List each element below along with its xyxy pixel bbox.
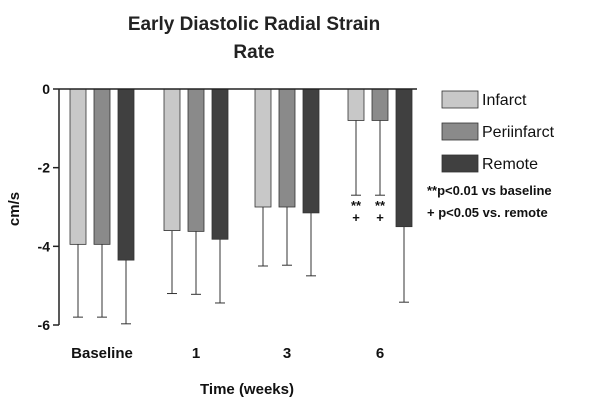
legend-label-periinfarct: Periinfarct [482, 124, 555, 141]
x-tick-label: 1 [192, 345, 200, 362]
y-axis-label: cm/s [6, 192, 23, 226]
bar-remote-1 [212, 89, 228, 239]
y-tick-label: -6 [38, 317, 51, 333]
significance-mark: + [376, 210, 384, 225]
annotation-baseline: **p<0.01 vs baseline [427, 183, 552, 198]
legend-swatch-remote [442, 155, 478, 172]
y-tick-label: 0 [42, 81, 50, 97]
bar-remote-3 [303, 89, 319, 213]
plot-area: **+**+ [70, 89, 412, 324]
x-tick-label: 6 [376, 345, 384, 362]
bar-infarct-baseline [70, 89, 86, 244]
bar-infarct-3 [255, 89, 271, 207]
bar-periinfarct-3 [279, 89, 295, 207]
annotation-remote: + p<0.05 vs. remote [427, 205, 548, 220]
bar-remote-baseline [118, 89, 134, 260]
bar-periinfarct-baseline [94, 89, 110, 244]
x-axis-label: Time (weeks) [200, 381, 294, 398]
bar-periinfarct-1 [188, 89, 204, 231]
bar-periinfarct-6 [372, 89, 388, 120]
x-tick-label: Baseline [71, 345, 133, 362]
bar-infarct-6 [348, 89, 364, 120]
bar-remote-6 [396, 89, 412, 227]
x-tick-label: 3 [283, 345, 291, 362]
chart-title-line-1: Early Diastolic Radial Strain [128, 14, 380, 35]
legend-label-remote: Remote [482, 156, 538, 173]
legend-swatch-periinfarct [442, 123, 478, 140]
chart-title-line-2: Rate [233, 42, 274, 63]
y-tick-label: -2 [38, 160, 51, 176]
legend: Infarct Periinfarct Remote [442, 91, 555, 173]
legend-label-infarct: Infarct [482, 92, 527, 109]
y-tick-label: -4 [38, 238, 51, 254]
bar-infarct-1 [164, 89, 180, 231]
legend-swatch-infarct [442, 91, 478, 108]
significance-mark: + [352, 210, 360, 225]
x-axis: Baseline 1 3 6 [59, 89, 417, 362]
y-axis: 0 -2 -4 -6 [38, 81, 59, 333]
